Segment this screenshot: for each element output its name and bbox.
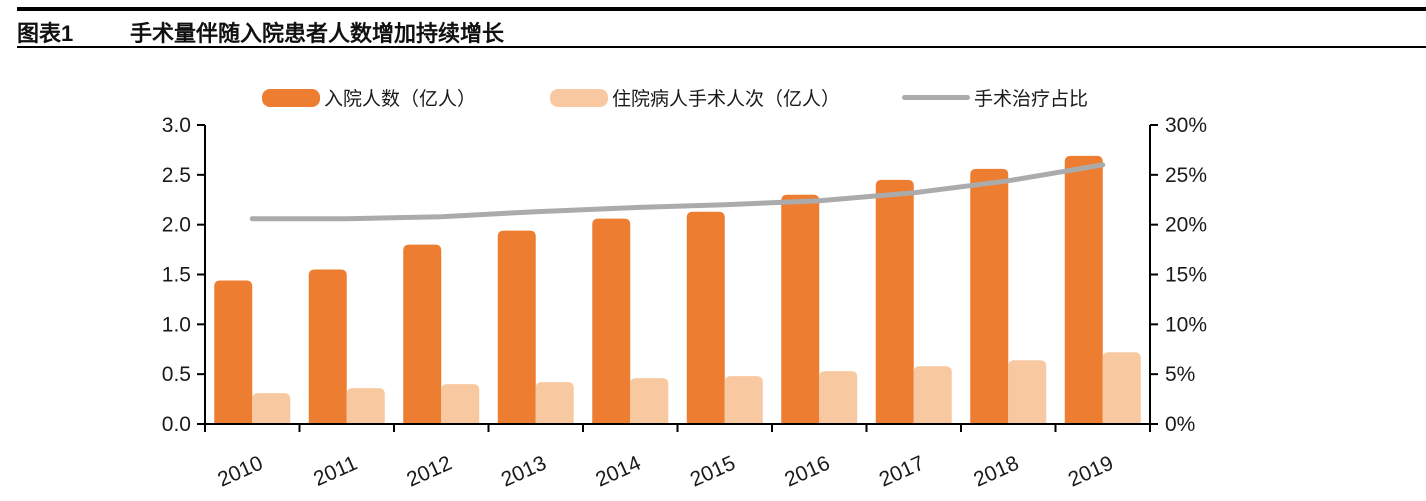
bar-admissions-2017 xyxy=(875,179,914,424)
bar-surgeries-2011 xyxy=(346,388,385,424)
surgeries-swatch-icon xyxy=(550,88,609,107)
bar-admissions-2019 xyxy=(1064,155,1103,424)
y-axis-right-tick-label: 10% xyxy=(1165,313,1207,336)
bar-surgeries-2013 xyxy=(535,382,574,424)
x-axis-label-2017: 2017 xyxy=(876,452,928,492)
y-axis-right-tick-label: 30% xyxy=(1165,114,1207,137)
x-axis-label-2011: 2011 xyxy=(310,452,361,491)
header-rule-bottom xyxy=(17,46,1426,48)
bar-surgeries-2016 xyxy=(819,371,858,424)
bar-surgeries-2019 xyxy=(1102,352,1141,424)
legend-label-surgeries: 住院病人手术人次（亿人） xyxy=(612,89,841,110)
x-axis-label-2014: 2014 xyxy=(592,451,644,491)
legend-item-surgeries: 住院病人手术人次（亿人） xyxy=(550,84,840,111)
y-axis-left-tick-label: 1.5 xyxy=(162,264,191,287)
bar-surgeries-2012 xyxy=(441,384,480,424)
figure-title: 手术量伴随入院患者人数增加持续增长 xyxy=(130,21,505,46)
trend-line-surgery-ratio xyxy=(249,162,1106,222)
line-swatch-icon xyxy=(902,95,971,100)
legend-item-surgery-ratio: 手术治疗占比 xyxy=(902,84,1088,111)
y-axis-left-tick-label: 2.0 xyxy=(162,214,191,237)
bar-surgeries-2010 xyxy=(252,393,291,424)
chart-legend: 入院人数（亿人） 住院病人手术人次（亿人） 手术治疗占比 xyxy=(262,84,1088,111)
x-axis-label-2018: 2018 xyxy=(970,452,1022,492)
legend-label-admissions: 入院人数（亿人） xyxy=(324,89,477,110)
bar-admissions-2014 xyxy=(592,218,631,424)
x-axis-label-2010: 2010 xyxy=(214,452,266,492)
y-axis-left-tick-label: 1.0 xyxy=(162,313,191,336)
legend-label-surgery-ratio: 手术治疗占比 xyxy=(974,89,1089,110)
bar-surgeries-2014 xyxy=(630,378,669,424)
bar-admissions-2012 xyxy=(403,244,442,424)
y-axis-left-tick-label: 0.0 xyxy=(162,413,191,436)
header-rule-top xyxy=(17,7,1426,11)
y-axis-right-tick-label: 20% xyxy=(1165,214,1207,237)
bar-surgeries-2017 xyxy=(913,366,952,424)
bar-surgeries-2015 xyxy=(724,376,763,424)
x-axis-label-2016: 2016 xyxy=(781,452,833,492)
x-axis-label-2013: 2013 xyxy=(498,452,550,492)
x-axis-label-2019: 2019 xyxy=(1065,452,1117,492)
y-axis-right-tick-label: 25% xyxy=(1165,164,1207,187)
admissions-swatch-icon xyxy=(262,88,320,107)
bar-admissions-2011 xyxy=(308,269,347,424)
bar-surgeries-2018 xyxy=(1008,360,1047,424)
bar-admissions-2013 xyxy=(497,230,536,424)
y-axis-right-tick-label: 15% xyxy=(1165,264,1207,287)
y-axis-right-tick-label: 0% xyxy=(1165,413,1195,436)
figure-label: 图表1 xyxy=(17,21,74,46)
y-axis-left-tick-label: 3.0 xyxy=(162,114,191,137)
y-axis-left-tick-label: 2.5 xyxy=(162,164,191,187)
y-axis-left-tick-label: 0.5 xyxy=(162,363,191,386)
x-axis-label-2015: 2015 xyxy=(687,452,739,492)
bar-admissions-2015 xyxy=(686,211,725,424)
bar-admissions-2016 xyxy=(781,194,820,424)
x-axis-label-2012: 2012 xyxy=(403,452,455,492)
bar-admissions-2010 xyxy=(214,280,253,424)
y-axis-right-tick-label: 5% xyxy=(1165,363,1195,386)
legend-item-admissions: 入院人数（亿人） xyxy=(262,84,476,111)
bar-admissions-2018 xyxy=(970,168,1009,424)
